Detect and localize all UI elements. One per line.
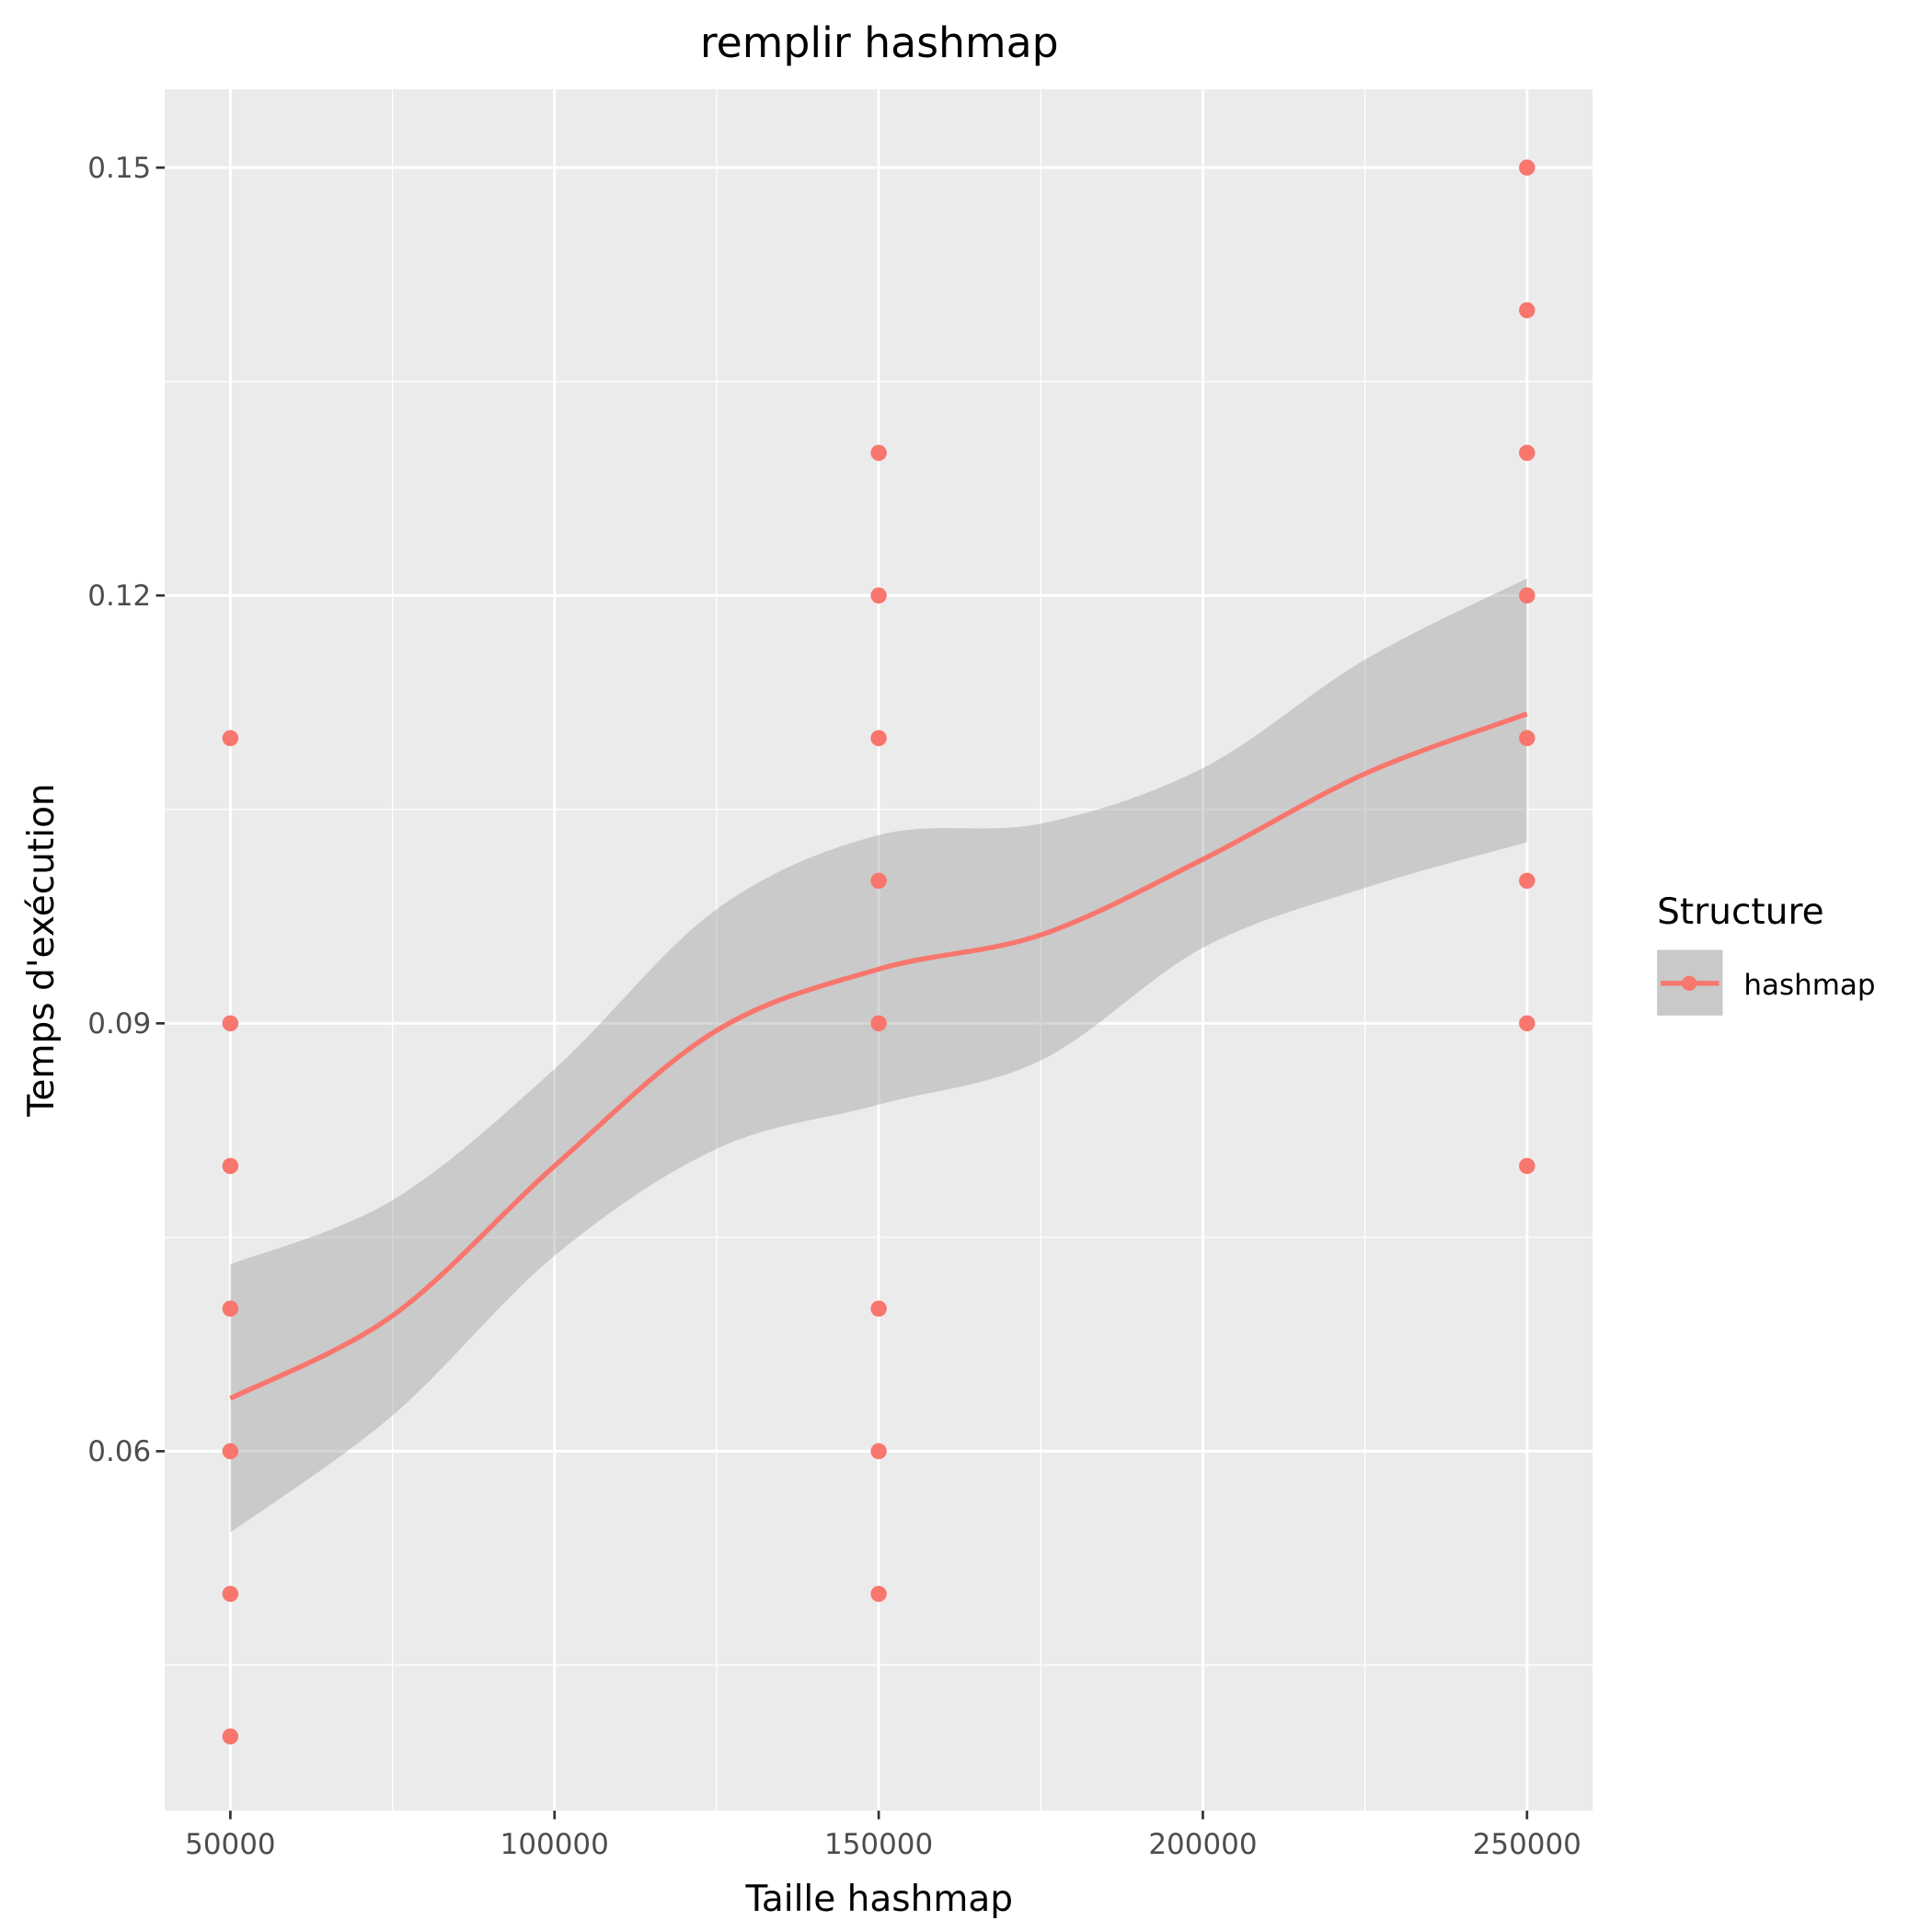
data-point (222, 1443, 239, 1460)
data-point (1519, 159, 1535, 176)
legend-entry-hashmap: hashmap (1743, 969, 1875, 1002)
x-tick-label: 150000 (824, 1828, 933, 1861)
y-tick-label: 0.06 (87, 1435, 151, 1468)
data-point (222, 1728, 239, 1745)
data-point (222, 1015, 239, 1032)
y-tick-label: 0.15 (87, 152, 151, 185)
y-tick-label: 0.12 (87, 580, 151, 613)
data-point (870, 1015, 887, 1032)
data-point (870, 730, 887, 747)
data-point (1519, 302, 1535, 318)
data-point (222, 1157, 239, 1175)
data-point (870, 872, 887, 890)
data-point (870, 1300, 887, 1317)
data-point (1519, 730, 1535, 747)
y-axis-label: Temps d'exécution (21, 783, 63, 1117)
x-tick-label: 50000 (185, 1828, 275, 1861)
x-axis-label: Taille hashmap (744, 1879, 1013, 1920)
data-point (1519, 444, 1535, 461)
data-point (1519, 1015, 1535, 1032)
data-point (222, 1300, 239, 1317)
data-point (870, 444, 887, 461)
x-tick-label: 100000 (500, 1828, 609, 1861)
smooth-line (229, 711, 1528, 1401)
confidence-band (230, 578, 1527, 1533)
data-point (870, 1443, 887, 1460)
y-tick-label: 0.09 (87, 1007, 151, 1041)
data-point (1519, 1157, 1535, 1175)
data-point (870, 1585, 887, 1603)
legend-title: Structure (1657, 891, 1824, 933)
data-point (222, 730, 239, 747)
data-point (222, 1585, 239, 1603)
x-tick-label: 250000 (1473, 1828, 1581, 1861)
data-points (222, 159, 1535, 1745)
legend: Structure hashmap (1657, 891, 1875, 1016)
data-point (1519, 872, 1535, 890)
data-point (870, 587, 887, 604)
axes: 50000 100000 150000 200000 250000 0.06 0.09 0.1… (87, 152, 1581, 1861)
data-point (1519, 587, 1535, 604)
legend-key-point (1682, 975, 1697, 991)
chart-title: remplir hashmap (700, 18, 1059, 67)
x-tick-label: 200000 (1148, 1828, 1257, 1861)
